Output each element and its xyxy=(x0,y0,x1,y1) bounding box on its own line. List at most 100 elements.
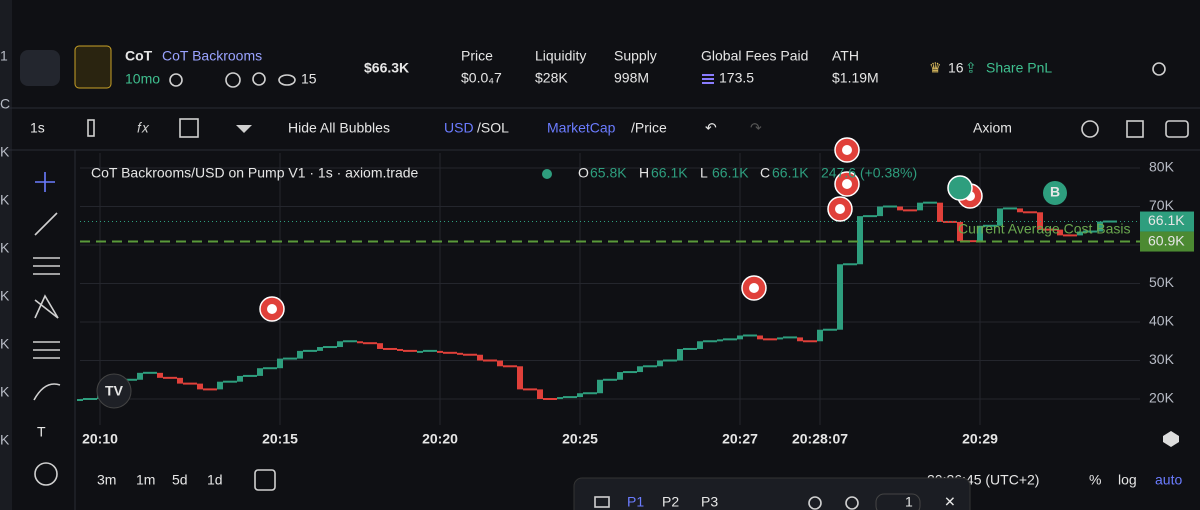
cost-basis-text: Current Average Cost Basis xyxy=(958,220,1131,236)
brush-tool[interactable] xyxy=(33,383,61,401)
auto-toggle[interactable]: auto xyxy=(1155,472,1182,488)
eye-icon[interactable] xyxy=(278,74,296,86)
price-tag-label: 66.1K xyxy=(1148,212,1185,228)
stat-value: $28K xyxy=(535,70,568,86)
fullscreen[interactable] xyxy=(1126,120,1144,138)
page-button[interactable]: P2 xyxy=(662,494,679,510)
stat-label: Supply xyxy=(614,48,657,64)
x-tick-label: 20:10 xyxy=(82,431,118,447)
y-tick-label: 50K xyxy=(1149,274,1175,290)
panel-settings[interactable] xyxy=(808,496,822,510)
candle xyxy=(317,347,323,351)
search-icon[interactable] xyxy=(252,72,266,86)
candle xyxy=(417,350,423,353)
percent-toggle[interactable]: % xyxy=(1089,472,1101,488)
stat-label: Price xyxy=(461,48,493,64)
pattern-tool[interactable] xyxy=(34,294,59,319)
price-tag xyxy=(1140,211,1194,232)
status-dot xyxy=(542,169,552,179)
candle xyxy=(1077,231,1083,236)
token-image[interactable] xyxy=(74,45,112,89)
x-tick-label: 20:28:07 xyxy=(792,431,848,447)
tv-logo xyxy=(96,373,132,409)
candle xyxy=(1017,208,1023,213)
log-toggle[interactable]: log xyxy=(1118,472,1137,488)
crosshair-tool[interactable] xyxy=(35,172,55,192)
buy-bubble[interactable] xyxy=(1043,181,1067,205)
axis-toggle[interactable] xyxy=(1163,431,1179,447)
stat-label: Global Fees Paid xyxy=(701,48,808,64)
cost-tag-label: 60.9K xyxy=(1148,232,1185,248)
templates-icon[interactable] xyxy=(179,118,199,138)
text-tool[interactable]: T xyxy=(37,424,46,440)
y-tick-label: 30K xyxy=(1149,351,1175,367)
usd[interactable]: USD xyxy=(444,120,474,136)
emoji-tool[interactable] xyxy=(34,462,58,486)
candle xyxy=(817,329,823,342)
candle xyxy=(357,341,363,344)
range-button[interactable]: 3m xyxy=(97,472,116,488)
indicator-icon[interactable]: 𝑓𝑥 xyxy=(137,120,150,136)
keyboard-icon[interactable] xyxy=(594,496,610,508)
trade-bubble[interactable] xyxy=(947,175,973,201)
candle xyxy=(77,399,83,402)
candle-icon[interactable] xyxy=(87,119,95,137)
undo[interactable]: ↶ xyxy=(705,120,717,136)
token-name[interactable]: CoT Backrooms xyxy=(162,48,262,64)
sol-icon xyxy=(702,74,714,84)
trade-bubble-icon xyxy=(749,283,759,293)
stat-value: $1.19M xyxy=(832,70,879,86)
page-button[interactable]: P1 xyxy=(627,494,644,510)
close-panel[interactable]: ✕ xyxy=(944,494,956,510)
layout[interactable]: Axiom xyxy=(973,120,1012,136)
settings-icon[interactable] xyxy=(1152,62,1166,76)
screenshot[interactable] xyxy=(1165,120,1189,138)
range-button[interactable]: 5d xyxy=(172,472,188,488)
interval[interactable]: 1s xyxy=(30,120,45,136)
stars-count: 16 xyxy=(948,60,964,76)
candle xyxy=(577,393,583,398)
redo[interactable]: ↷ xyxy=(750,120,762,136)
candle xyxy=(837,264,843,330)
window-icon[interactable] xyxy=(875,493,921,510)
x-tick-label: 20:25 xyxy=(562,431,598,447)
share-pnl[interactable]: Share PnL xyxy=(986,60,1052,76)
range-button[interactable]: 1d xyxy=(207,472,223,488)
chart-title: CoT Backrooms/USD on Pump V1 · 1s · axio… xyxy=(91,165,419,181)
trade-bubble-icon xyxy=(842,179,852,189)
calendar-icon[interactable] xyxy=(254,469,276,491)
chart-settings[interactable] xyxy=(1081,120,1099,138)
hide-bubbles[interactable]: Hide All Bubbles xyxy=(288,120,390,136)
candle xyxy=(337,341,343,348)
candle xyxy=(977,225,983,242)
dropdown-icon[interactable] xyxy=(236,125,252,133)
holders-icon[interactable] xyxy=(169,73,183,87)
drawing-tools: T xyxy=(33,172,61,486)
candle xyxy=(497,360,503,367)
forecast-tool[interactable] xyxy=(33,341,60,359)
mcap[interactable]: MarketCap xyxy=(547,120,616,136)
candle xyxy=(397,348,403,351)
token-age: 10mo xyxy=(125,71,160,87)
legend-value: 66.1K xyxy=(651,165,688,181)
line-tool[interactable] xyxy=(34,212,58,236)
range-button[interactable]: 1m xyxy=(136,472,155,488)
candle xyxy=(857,216,863,265)
x-tick-label: 20:20 xyxy=(422,431,458,447)
timer-icon[interactable] xyxy=(845,496,859,510)
left-strip xyxy=(0,0,12,510)
y-tick-label: 80K xyxy=(1149,159,1175,175)
candle xyxy=(557,397,563,400)
home-button[interactable] xyxy=(20,50,60,86)
price-toggle[interactable]: /Price xyxy=(631,120,667,136)
edge-text: 1 xyxy=(0,48,8,64)
web-icon[interactable] xyxy=(225,72,241,88)
candle xyxy=(757,335,763,340)
fib-tool[interactable] xyxy=(33,257,60,275)
page-button[interactable]: P3 xyxy=(701,494,718,510)
legend-value: 65.8K xyxy=(590,165,627,181)
edge-text: K xyxy=(0,432,10,448)
sol[interactable]: /SOL xyxy=(477,120,509,136)
edge-text: K xyxy=(0,288,10,304)
candle xyxy=(157,372,163,378)
